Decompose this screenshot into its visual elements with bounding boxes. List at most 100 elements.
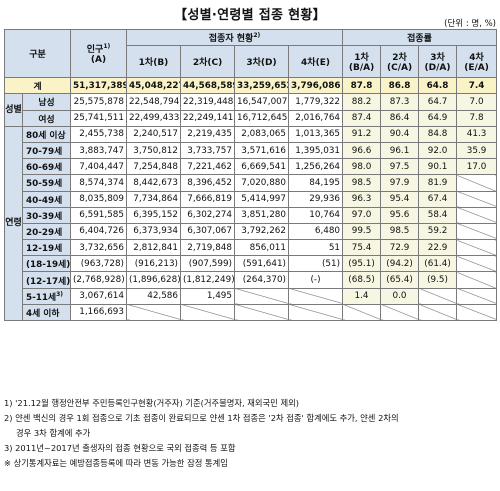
header-dose2: 2차(C) [180, 45, 235, 79]
cell-rate1: 98.5 [342, 174, 382, 192]
cell-dose1: 7,254,848 [126, 158, 181, 176]
table-row: 연령 80세 이상 2,455,738 2,240,517 2,219,435 … [4, 125, 498, 322]
header-rate2: 2차 (C/A) [380, 45, 420, 79]
cell-dose4: 1,256,264 [287, 158, 344, 176]
cell-rate3: 58.4 [418, 206, 458, 224]
cell-rate3: 92.0 [418, 141, 458, 160]
cell-dose3: 856,011 [234, 239, 289, 257]
header-rate1: 1차 (B/A) [342, 45, 382, 79]
cell-rate1: 87.4 [342, 109, 382, 127]
cell-dose1: 42,586 [126, 287, 181, 305]
table-row: 성별 남성 25,575,878 22,548,794 22,319,448 1… [4, 93, 498, 127]
cell-dose3-empty [234, 287, 289, 305]
cell-population: 6,404,726 [70, 222, 127, 241]
cell-rate1-empty [342, 303, 382, 322]
cell-rate4-empty [456, 190, 498, 208]
cell-rate2: (65.4) [380, 271, 420, 289]
cell-population: 7,404,447 [70, 158, 127, 176]
row-label: (12-17세) [22, 271, 71, 289]
cell-dose4: 84,195 [287, 174, 344, 192]
cell-rate2: 72.9 [380, 239, 420, 257]
cell-dose1-empty [126, 303, 181, 322]
cell-dose1: 8,442,673 [126, 174, 181, 192]
cell-rate2: 86.8 [380, 77, 420, 95]
row-label: 20-29세 [22, 222, 71, 241]
cell-dose4: 1,779,322 [287, 93, 344, 111]
cell-dose4: (51) [287, 255, 344, 273]
cell-rate3: (61.4) [418, 255, 458, 273]
cell-population: 8,035,809 [70, 190, 127, 208]
cell-rate1: 91.2 [342, 125, 382, 143]
cell-population: 51,317,389 [70, 77, 127, 95]
cell-dose4: 10,764 [287, 206, 344, 224]
cell-dose3: 3,571,616 [234, 141, 289, 160]
cell-rate1: 1.4 [342, 287, 382, 305]
table-row: 여성 25,741,511 22,499,433 22,249,141 16,7… [5, 109, 498, 127]
cell-rate1: 97.0 [342, 206, 382, 224]
header-rate3: 3차 (D/A) [418, 45, 458, 79]
footnotes: 1) '21.12월 행정안전부 주민등록인구현황(거주자) 기준(거주불명자,… [4, 396, 496, 471]
cell-dose3: 3,792,262 [234, 222, 289, 241]
cell-dose4: 1,395,031 [287, 141, 344, 160]
header-rate4: 4차 (E/A) [456, 45, 498, 79]
cell-dose1: 7,734,864 [126, 190, 181, 208]
cell-dose1: 3,750,812 [126, 141, 181, 160]
cell-rate1: 99.5 [342, 222, 382, 241]
cell-rate2: 90.4 [380, 125, 420, 143]
unit-label: (단위 : 명, %) [444, 19, 496, 29]
row-label: 60-69세 [22, 158, 71, 176]
table-row: 12-19세 3,732,656 2,812,841 2,719,848 856… [5, 239, 498, 257]
cell-dose3: 33,259,652 [234, 77, 289, 95]
cell-rate1: 96.6 [342, 141, 382, 160]
row-label: 40-49세 [22, 190, 71, 208]
cell-rate3: (9.5) [418, 271, 458, 289]
cell-rate4-empty [456, 239, 498, 257]
cell-population: 8,574,374 [70, 174, 127, 192]
header-rate-group: 접종률 [342, 28, 498, 47]
table-row: 70-79세 3,883,747 3,750,812 3,733,757 3,5… [5, 141, 498, 160]
cell-rate3: 90.1 [418, 158, 458, 176]
cell-dose4: 51 [287, 239, 344, 257]
cell-dose2: 1,495 [180, 287, 235, 305]
cell-rate4: 17.0 [456, 158, 498, 176]
cell-dose3: 3,851,280 [234, 206, 289, 224]
cell-dose1: 2,240,517 [126, 125, 181, 143]
row-label: 5-11세3) [22, 287, 71, 305]
row-label: 남성 [22, 93, 71, 111]
cell-dose1: (916,213) [126, 255, 181, 273]
cell-dose2: (1,812,249) [180, 271, 235, 289]
cell-dose4-empty [287, 303, 344, 322]
cell-dose1: 6,395,152 [126, 206, 181, 224]
table-row: 30-39세 6,591,585 6,395,152 6,302,274 3,8… [5, 206, 498, 224]
cell-rate4: 7.8 [456, 109, 498, 127]
cell-dose2: 2,719,848 [180, 239, 235, 257]
cell-dose2: 44,568,589 [180, 77, 235, 95]
cell-rate2: 97.9 [380, 174, 420, 192]
cell-rate3: 64.8 [418, 77, 458, 95]
cell-dose3: 16,547,007 [234, 93, 289, 111]
cell-population: 2,455,738 [70, 125, 127, 143]
cell-population: 3,067,614 [70, 287, 127, 305]
vaccination-table: 구분 인구1) (A) 접종자 현황2) 접종률 1차(B) 2차(C) 3차(D… [4, 28, 498, 322]
cell-rate3: 81.9 [418, 174, 458, 192]
cell-dose3: (591,641) [234, 255, 289, 273]
cell-rate1: 87.8 [342, 77, 382, 95]
cell-dose2: 22,319,448 [180, 93, 235, 111]
cell-rate2: 95.4 [380, 190, 420, 208]
cell-rate4-empty [456, 222, 498, 241]
cell-dose1: 6,373,934 [126, 222, 181, 241]
header-dose1: 1차(B) [126, 45, 181, 79]
cell-rate2-empty [380, 303, 420, 322]
cell-dose2: 6,302,274 [180, 206, 235, 224]
cell-dose2-empty [180, 303, 235, 322]
cell-rate1: (95.1) [342, 255, 382, 273]
row-label: 12-19세 [22, 239, 71, 257]
cell-rate3: 22.9 [418, 239, 458, 257]
cell-dose4: 1,013,365 [287, 125, 344, 143]
cell-rate2: 86.4 [380, 109, 420, 127]
cell-dose2: 6,307,067 [180, 222, 235, 241]
cell-rate1: 96.3 [342, 190, 382, 208]
cell-dose1: (1,896,628) [126, 271, 181, 289]
row-label: 70-79세 [22, 141, 71, 160]
cell-dose1: 2,812,841 [126, 239, 181, 257]
